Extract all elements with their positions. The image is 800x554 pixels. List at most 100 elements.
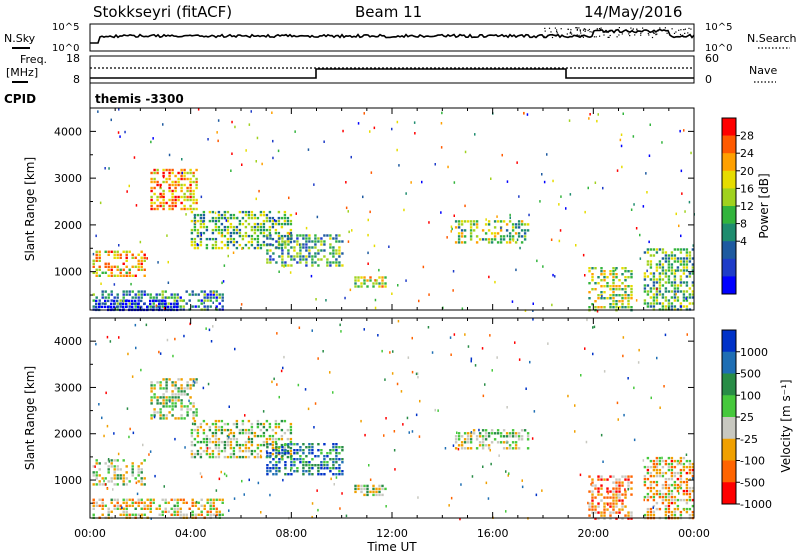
velocity-ytick-label: 4000: [54, 335, 82, 348]
power-cell: [143, 259, 146, 262]
power-cell: [119, 274, 122, 277]
velocity-cell: [652, 459, 656, 463]
x-tick-label: 04:00: [175, 527, 207, 540]
velocity-cell: [615, 496, 618, 499]
power-cell: [517, 235, 521, 238]
noise-search-dot: [582, 36, 584, 38]
power-cell: [378, 285, 381, 288]
power-cell: [214, 228, 218, 232]
velocity-cell: [621, 481, 624, 484]
power-cell: [95, 253, 98, 256]
nave-label: Nave: [749, 64, 777, 77]
power-cell: [520, 229, 524, 232]
power-cell: [618, 294, 621, 297]
velocity-cell: [673, 474, 677, 478]
power-cell: [350, 155, 352, 159]
power-cell: [281, 249, 284, 252]
power-cell: [692, 244, 694, 247]
power-cell: [646, 248, 650, 251]
power-cell: [550, 238, 553, 241]
power-cell: [499, 229, 503, 232]
velocity-cell: [375, 490, 378, 494]
power-cell: [188, 299, 191, 302]
noise-search-dot: [579, 29, 581, 31]
velocity-cell: [363, 484, 366, 488]
power-cell: [99, 201, 102, 205]
velocity-cell: [311, 473, 314, 476]
velocity-cell: [197, 507, 200, 510]
power-cell: [487, 223, 491, 226]
power-cell: [630, 208, 633, 211]
power-cell: [520, 220, 524, 223]
noise-search-dot: [600, 27, 602, 29]
power-cell: [588, 282, 591, 285]
velocity-cell: [588, 508, 591, 511]
power-cell: [183, 171, 186, 175]
velocity-cell: [113, 465, 116, 468]
power-cell: [446, 236, 448, 239]
velocity-cell: [514, 441, 518, 444]
power-cell: [277, 149, 280, 153]
velocity-cell: [417, 496, 419, 499]
power-cell: [161, 296, 164, 299]
power-cell: [299, 258, 302, 261]
power-cell: [140, 265, 143, 268]
velocity-cell: [150, 414, 153, 417]
velocity-cell: [661, 492, 665, 496]
power-cell: [434, 163, 436, 166]
velocity-cell: [499, 441, 503, 444]
power-cell: [211, 246, 215, 250]
power-cell: [685, 299, 689, 302]
power-cell: [194, 215, 196, 219]
power-cell: [646, 305, 650, 308]
power-cell: [655, 293, 659, 296]
velocity-cell: [490, 462, 492, 466]
velocity-cell: [317, 449, 320, 452]
velocity-cell: [506, 406, 508, 409]
velocity-cell: [137, 471, 140, 474]
power-cell: [682, 257, 686, 260]
velocity-cell: [691, 504, 695, 508]
power-cell: [214, 246, 218, 250]
power-cell: [116, 293, 119, 296]
velocity-colorbar-swatch: [722, 417, 736, 440]
velocity-cell: [95, 474, 98, 477]
velocity-cell: [197, 513, 200, 516]
velocity-cell: [247, 455, 251, 459]
power-cell: [206, 293, 209, 296]
power-cell: [259, 246, 263, 250]
power-cell: [658, 266, 662, 269]
power-cell: [226, 225, 230, 229]
velocity-cell: [101, 498, 104, 501]
velocity-cell: [688, 498, 692, 502]
power-cell: [250, 228, 254, 232]
power-cell: [643, 299, 647, 302]
power-cell: [332, 252, 335, 255]
velocity-cell: [627, 517, 630, 520]
velocity-cell: [275, 467, 278, 470]
power-cell: [658, 272, 662, 275]
power-cell: [670, 263, 674, 266]
noise-search-dot: [682, 34, 684, 36]
velocity-cell: [469, 435, 473, 438]
velocity-cell: [110, 462, 113, 465]
velocity-cell: [186, 384, 189, 387]
velocity-cell: [679, 486, 683, 490]
velocity-cell: [652, 486, 656, 490]
velocity-cell: [531, 437, 534, 440]
velocity-cell: [329, 458, 332, 461]
velocity-cell: [101, 504, 104, 507]
velocity-cell: [366, 487, 369, 491]
power-cell: [195, 207, 198, 211]
velocity-cell: [177, 396, 180, 399]
velocity-cell: [326, 464, 329, 467]
power-cell: [618, 300, 621, 303]
power-cell: [256, 136, 259, 140]
velocity-cell: [354, 487, 357, 491]
power-cell: [220, 231, 224, 235]
velocity-cell: [95, 483, 98, 486]
power-cell: [281, 240, 284, 243]
velocity-cell: [95, 459, 98, 462]
power-cell: [170, 293, 173, 296]
